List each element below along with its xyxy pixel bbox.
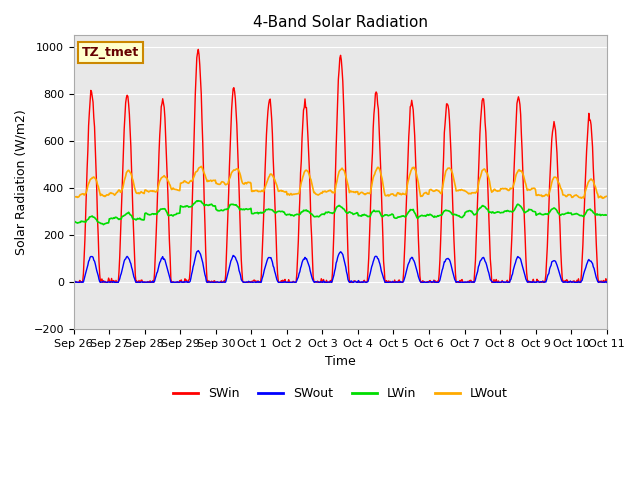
SWout xyxy=(603,279,611,285)
Legend: SWin, SWout, LWin, LWout: SWin, SWout, LWin, LWout xyxy=(168,383,513,406)
LWin xyxy=(218,208,226,214)
LWout xyxy=(603,193,611,199)
Title: 4-Band Solar Radiation: 4-Band Solar Radiation xyxy=(253,15,428,30)
SWin xyxy=(218,279,226,285)
LWout xyxy=(599,195,607,201)
SWin xyxy=(422,279,429,285)
LWin xyxy=(100,222,108,228)
LWin xyxy=(189,202,197,208)
X-axis label: Time: Time xyxy=(325,355,356,368)
SWout xyxy=(189,264,197,270)
LWin xyxy=(135,216,143,222)
SWin xyxy=(189,168,197,173)
LWout xyxy=(189,178,196,183)
Line: SWin: SWin xyxy=(74,49,607,282)
LWin xyxy=(70,218,77,224)
LWout xyxy=(79,191,87,197)
SWout xyxy=(135,279,143,285)
SWin xyxy=(406,104,414,109)
Line: LWin: LWin xyxy=(74,201,607,225)
LWout xyxy=(421,190,429,196)
Line: LWout: LWout xyxy=(74,167,607,198)
SWout xyxy=(218,279,226,285)
LWin xyxy=(422,214,429,219)
SWin xyxy=(70,279,78,285)
SWin xyxy=(195,47,202,52)
LWin xyxy=(406,207,414,213)
SWout xyxy=(422,279,429,285)
Text: TZ_tmet: TZ_tmet xyxy=(82,46,139,59)
LWout xyxy=(218,180,225,185)
SWin xyxy=(135,277,143,283)
SWout xyxy=(70,279,78,285)
SWin xyxy=(80,255,88,261)
LWout xyxy=(134,190,142,196)
SWout xyxy=(70,279,77,285)
LWin xyxy=(195,198,202,204)
SWin xyxy=(70,276,77,282)
LWout xyxy=(406,172,413,178)
LWin xyxy=(603,212,611,218)
SWin xyxy=(603,279,611,285)
Line: SWout: SWout xyxy=(74,251,607,282)
LWin xyxy=(79,219,87,225)
SWout xyxy=(195,248,202,253)
LWout xyxy=(197,164,205,169)
Y-axis label: Solar Radiation (W/m2): Solar Radiation (W/m2) xyxy=(15,109,28,255)
SWout xyxy=(80,276,88,282)
LWout xyxy=(70,193,77,199)
SWout xyxy=(406,256,414,262)
